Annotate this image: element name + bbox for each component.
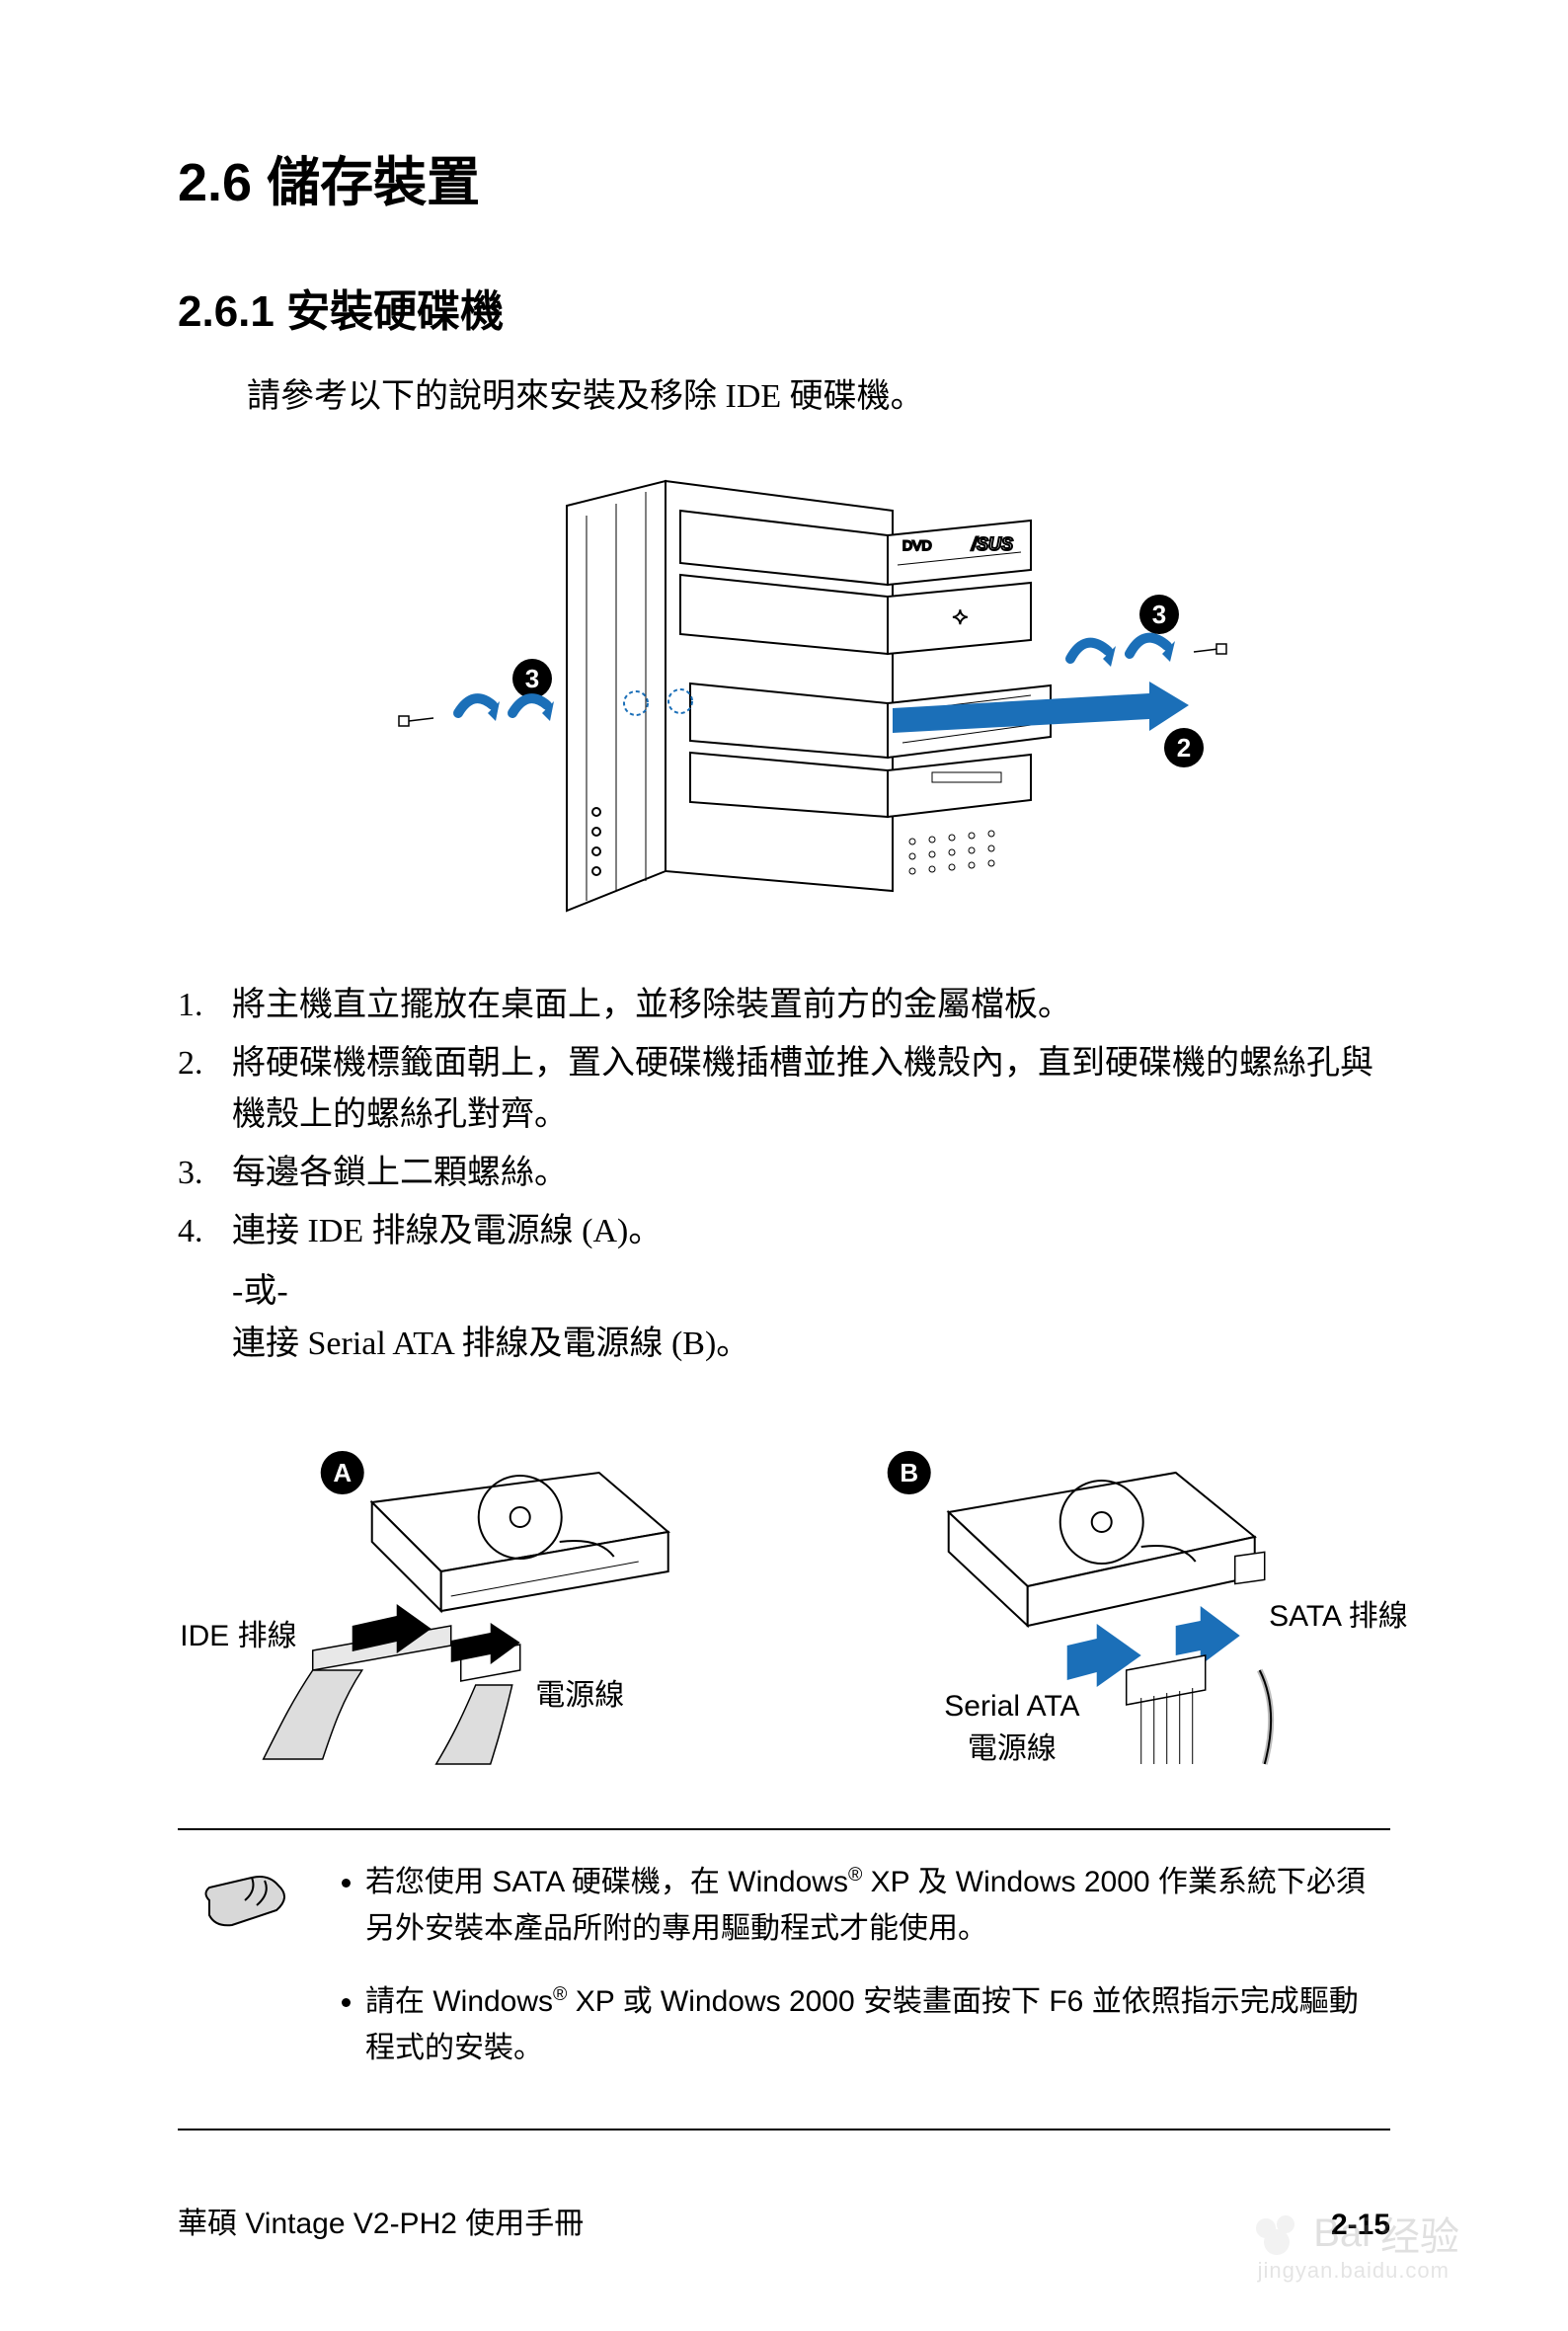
note-1: 若您使用 SATA 硬碟機，在 Windows® XP 及 Windows 20…: [365, 1860, 1371, 1952]
intro-text: 請參考以下的說明來安裝及移除 IDE 硬碟機。: [247, 368, 1390, 417]
sata-power-label: Serial ATA 電源線: [944, 1690, 1079, 1767]
subsection-heading: 2.6.1 安裝硬碟機: [178, 276, 1390, 339]
power-cable-label-a: 電源線: [535, 1670, 624, 1714]
cable-diagrams: A: [178, 1443, 1390, 1769]
drive-brand: /SUS: [971, 534, 1013, 554]
note-hand-icon: [197, 1860, 296, 2099]
step-4b: 連接 Serial ATA 排線及電源線 (B)。: [178, 1316, 1390, 1364]
badge-a: A: [334, 1458, 353, 1487]
step-1: 將主機直立擺放在桌面上，並移除裝置前方的金屬檔板。: [178, 980, 1390, 1032]
steps-list: 將主機直立擺放在桌面上，並移除裝置前方的金屬檔板。 將硬碟機標籤面朝上，置入硬碟…: [178, 980, 1390, 1257]
step-or: -或-: [178, 1263, 1390, 1312]
callout-2: 2: [1177, 733, 1191, 763]
page-footer: 華碩 Vintage V2-PH2 使用手冊 2-15: [178, 2179, 1390, 2242]
step-3: 每邊各鎖上二顆螺絲。: [178, 1148, 1390, 1200]
sata-cable-label: SATA 排線: [1269, 1591, 1408, 1635]
chassis-diagram: DVD /SUS ✦: [178, 456, 1390, 930]
cable-diagram-b: B: [796, 1443, 1377, 1769]
section-title: 儲存裝置: [267, 153, 480, 212]
badge-b: B: [901, 1458, 919, 1487]
section-heading: 2.6 儲存裝置: [178, 138, 1390, 216]
note-2: 請在 Windows® XP 或 Windows 2000 安裝畫面按下 F6 …: [365, 1979, 1371, 2071]
svg-text:✦: ✦: [952, 607, 969, 629]
step-4: 連接 IDE 排線及電源線 (A)。: [178, 1206, 1390, 1258]
watermark-url: jingyan.baidu.com: [1258, 2258, 1450, 2284]
subsection-title: 安裝硬碟機: [286, 287, 504, 336]
ide-cable-label: IDE 排線: [180, 1611, 296, 1654]
section-number: 2.6: [178, 153, 252, 212]
watermark-icon: Bai 经验: [1250, 2205, 1459, 2262]
footer-title: 華碩 Vintage V2-PH2 使用手冊: [178, 2199, 584, 2242]
step-2: 將硬碟機標籤面朝上，置入硬碟機插槽並推入機殼內，直到硬碟機的螺絲孔與機殼上的螺絲…: [178, 1038, 1390, 1142]
subsection-number: 2.6.1: [178, 287, 274, 336]
dvd-label: DVD: [902, 537, 932, 553]
note-list: 若您使用 SATA 硬碟機，在 Windows® XP 及 Windows 20…: [336, 1860, 1371, 2099]
callout-3-left: 3: [525, 664, 539, 693]
cable-diagram-a: A: [190, 1443, 771, 1769]
note-box: 若您使用 SATA 硬碟機，在 Windows® XP 及 Windows 20…: [178, 1828, 1390, 2130]
callout-3-right: 3: [1152, 600, 1166, 629]
